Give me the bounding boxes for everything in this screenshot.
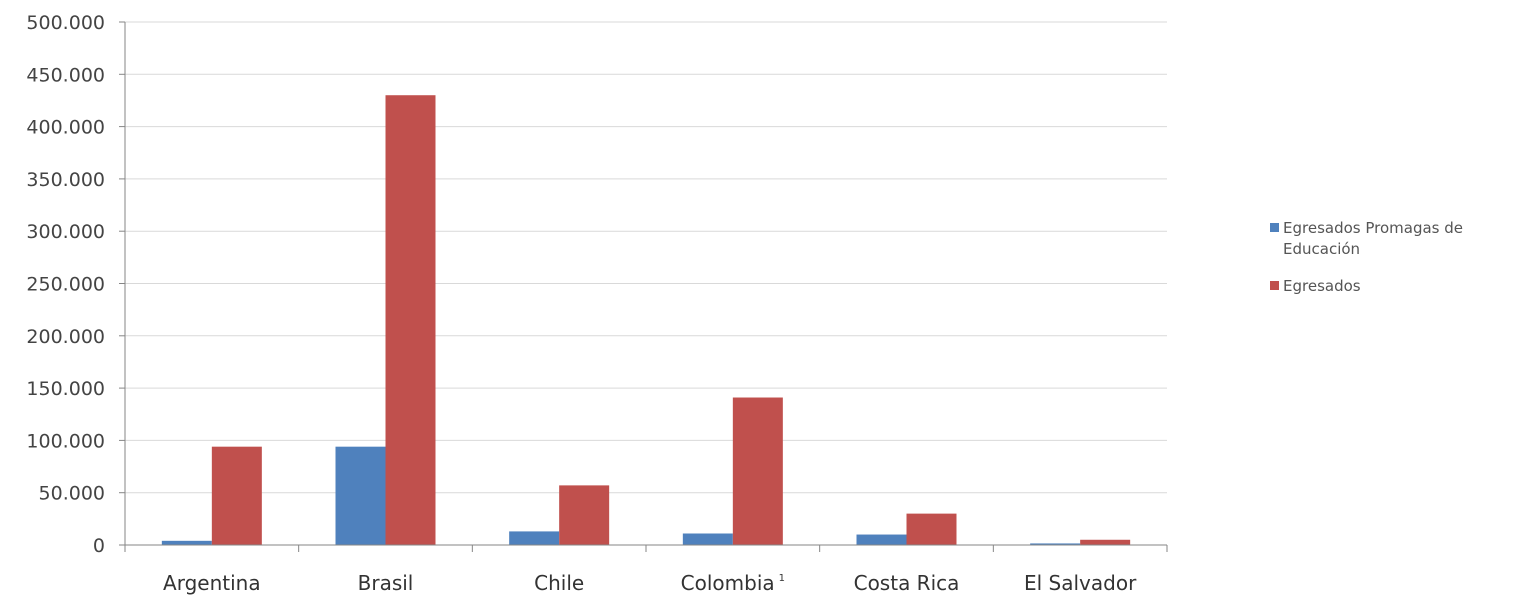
y-tick-label: 0 (93, 535, 105, 557)
bar-colombia-series-2 (732, 397, 783, 545)
x-tick-label: Colombia 1 (681, 571, 785, 595)
y-tick-label: 150.000 (26, 378, 105, 400)
bar-chile-series-2 (559, 485, 610, 545)
bar-argentina-series-1 (161, 540, 212, 545)
y-tick-label: 450.000 (26, 64, 105, 86)
y-tick-label: 300.000 (26, 221, 105, 243)
x-tick-label: El Salvador (1024, 571, 1137, 595)
bar-costa-rica-series-1 (856, 534, 907, 545)
legend-swatch (1270, 281, 1279, 290)
x-tick-label-text: Colombia (681, 571, 775, 595)
x-tick-label: Chile (534, 571, 584, 595)
bar-el-salvador-series-2 (1080, 539, 1131, 545)
bar-costa-rica-series-2 (906, 513, 957, 545)
x-tick-label: Costa Rica (854, 571, 960, 595)
bar-brasil-series-1 (335, 446, 386, 545)
bar-el-salvador-series-1 (1030, 543, 1081, 545)
y-tick-label: 500.000 (26, 12, 105, 34)
bar-chile-series-1 (509, 531, 560, 545)
y-tick-label: 250.000 (26, 274, 105, 296)
bars (161, 95, 1131, 545)
x-tick-label-text: Costa Rica (854, 571, 960, 595)
bar-brasil-series-2 (385, 95, 436, 545)
legend-item: Egresados Promagas de Educación (1270, 219, 1463, 258)
y-axis-ticks: 0 50.000 100.000 150.000 200.000 250.000 300.0… (26, 12, 125, 557)
x-tick-label-text: Brasil (358, 571, 414, 595)
x-axis-ticks: Argentina Brasil Chile Colombia 1 Costa Rica E… (163, 571, 1137, 595)
gridlines (125, 21, 1167, 494)
x-tick-label-superscript: 1 (779, 573, 785, 584)
axes (124, 22, 1168, 552)
x-tick-label-text: Chile (534, 571, 584, 595)
y-tick-label: 400.000 (26, 117, 105, 139)
y-tick-label: 200.000 (26, 326, 105, 348)
y-tick-label: 50.000 (39, 483, 105, 505)
y-tick-label: 350.000 (26, 169, 105, 191)
legend-label: Egresados (1283, 277, 1361, 295)
legend: Egresados Promagas de Educación Egresados (1270, 219, 1463, 295)
legend-label: Educación (1283, 240, 1360, 258)
x-tick-label: Brasil (358, 571, 414, 595)
bar-argentina-series-2 (211, 446, 262, 545)
legend-swatch (1270, 223, 1279, 232)
legend-item: Egresados (1270, 277, 1361, 295)
x-tick-label: Argentina (163, 571, 261, 595)
y-tick-label: 100.000 (26, 430, 105, 452)
bar-colombia-series-1 (682, 533, 733, 545)
legend-label: Egresados Promagas de (1283, 219, 1463, 237)
x-tick-label-text: Argentina (163, 571, 261, 595)
x-tick-label-text: El Salvador (1024, 571, 1137, 595)
